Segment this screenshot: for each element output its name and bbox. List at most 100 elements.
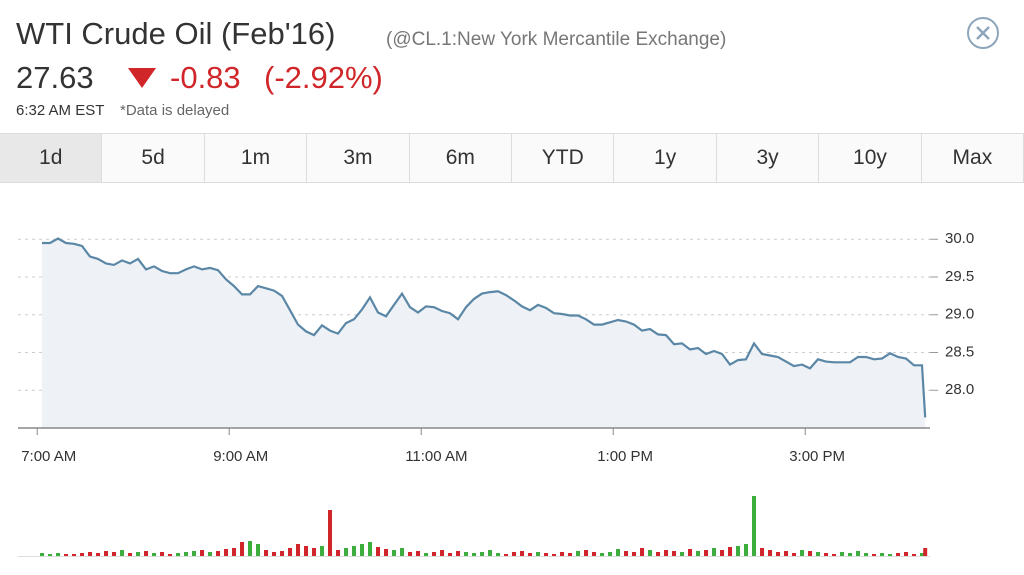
volume-bar xyxy=(824,553,828,556)
volume-bar xyxy=(896,553,900,556)
volume-bar xyxy=(864,553,868,556)
y-tick-label: 28.0 xyxy=(945,381,974,398)
volume-bar xyxy=(688,549,692,556)
volume-bar xyxy=(696,551,700,556)
y-tick-label: 29.0 xyxy=(945,306,974,323)
volume-bar xyxy=(456,551,460,556)
volume-bar xyxy=(744,544,748,556)
volume-bar xyxy=(512,552,516,556)
volume-bar xyxy=(600,553,604,556)
volume-bar xyxy=(176,553,180,556)
volume-bar xyxy=(56,553,60,556)
title: WTI Crude Oil (Feb'16) xyxy=(16,16,336,51)
volume-bar xyxy=(264,550,268,556)
range-tab[interactable]: Max xyxy=(922,134,1024,182)
range-tab[interactable]: 3m xyxy=(307,134,410,182)
volume-bar xyxy=(544,553,548,556)
area xyxy=(42,238,926,428)
price: 27.63 xyxy=(16,60,94,95)
volume-bar xyxy=(448,553,452,556)
volume-bar xyxy=(304,546,308,556)
volume-bar xyxy=(680,552,684,556)
volume-bar xyxy=(144,551,148,556)
volume-bar xyxy=(200,550,204,556)
volume-bar xyxy=(560,552,564,556)
volume-bar xyxy=(376,547,380,556)
volume-bar xyxy=(224,549,228,556)
volume-bar xyxy=(800,550,804,556)
volume-bar xyxy=(704,550,708,556)
volume-bar xyxy=(48,554,52,556)
volume-bar xyxy=(832,554,836,556)
volume-bar xyxy=(728,547,732,556)
volume-bar xyxy=(640,548,644,556)
range-tab[interactable]: 10y xyxy=(819,134,922,182)
volume-bar xyxy=(528,553,532,556)
close-button[interactable] xyxy=(966,16,1000,50)
volume-bar xyxy=(576,551,580,556)
volume-bar xyxy=(352,546,356,556)
volume-bar xyxy=(392,550,396,556)
volume-bar xyxy=(96,553,100,556)
volume-bar xyxy=(592,552,596,556)
range-tab[interactable]: YTD xyxy=(512,134,615,182)
volume-bar xyxy=(568,553,572,556)
volume-bar xyxy=(432,552,436,556)
volume-bar xyxy=(920,553,924,556)
volume-bar xyxy=(424,553,428,556)
volume-bar xyxy=(496,553,500,556)
volume-bar xyxy=(760,548,764,556)
range-tab[interactable]: 1y xyxy=(614,134,717,182)
volume-bar xyxy=(256,544,260,556)
y-tick-label: 28.5 xyxy=(945,343,974,360)
volume-bar xyxy=(616,549,620,556)
volume-bar xyxy=(624,551,628,556)
change: -0.83 xyxy=(170,60,241,95)
volume-bar xyxy=(552,554,556,556)
volume-bar xyxy=(64,554,68,556)
subtitle: (@CL.1:New York Mercantile Exchange) xyxy=(386,29,727,50)
chart: 28.0 28.5 29.0 29.5 30.0 7:00 AM 9:00 AM 11:00 … xyxy=(18,230,974,557)
range-tab[interactable]: 5d xyxy=(102,134,205,182)
x-tick-label: 9:00 AM xyxy=(213,448,268,465)
range-tab[interactable]: 1m xyxy=(205,134,308,182)
volume-bar xyxy=(320,546,324,556)
volume-bar xyxy=(280,551,284,556)
volume-bar xyxy=(440,550,444,556)
volume-bar xyxy=(792,553,796,556)
volume-bar xyxy=(80,553,84,556)
volume-bar xyxy=(672,551,676,556)
volume-bar xyxy=(168,554,172,556)
volume-bar xyxy=(904,552,908,556)
range-tab[interactable]: 6m xyxy=(410,134,513,182)
volume-bar xyxy=(776,552,780,556)
volume-bar xyxy=(104,551,108,556)
volume-bar xyxy=(712,548,716,556)
volume-bar xyxy=(488,550,492,556)
x-tick-label: 7:00 AM xyxy=(21,448,76,465)
change-pct: (-2.92%) xyxy=(264,60,383,95)
y-tick-label: 30.0 xyxy=(945,230,974,247)
volume-bar xyxy=(504,554,508,556)
delay-note: *Data is delayed xyxy=(120,102,230,119)
volume-bar xyxy=(923,548,928,556)
volume-bar xyxy=(288,548,292,556)
volume-bar xyxy=(128,553,132,556)
range-tabs: 1d 5d 1m 3m 6m YTD 1y 3y 10y Max xyxy=(0,133,1024,183)
volume-bar xyxy=(808,551,812,556)
price-line xyxy=(42,237,927,418)
volume-bar xyxy=(768,550,772,556)
range-tab[interactable]: 3y xyxy=(717,134,820,182)
volume-bar xyxy=(40,553,44,556)
volume-bar xyxy=(784,551,788,556)
volume-bar xyxy=(472,553,476,556)
x-tick-label: 3:00 PM xyxy=(789,448,845,465)
volume-bar xyxy=(888,554,892,556)
volume-bar xyxy=(872,554,876,556)
x-tick-label: 1:00 PM xyxy=(597,448,653,465)
volume-bar xyxy=(72,554,76,556)
volume-bar xyxy=(240,542,244,556)
volume-bar xyxy=(520,551,524,556)
range-tab[interactable]: 1d xyxy=(0,134,103,182)
